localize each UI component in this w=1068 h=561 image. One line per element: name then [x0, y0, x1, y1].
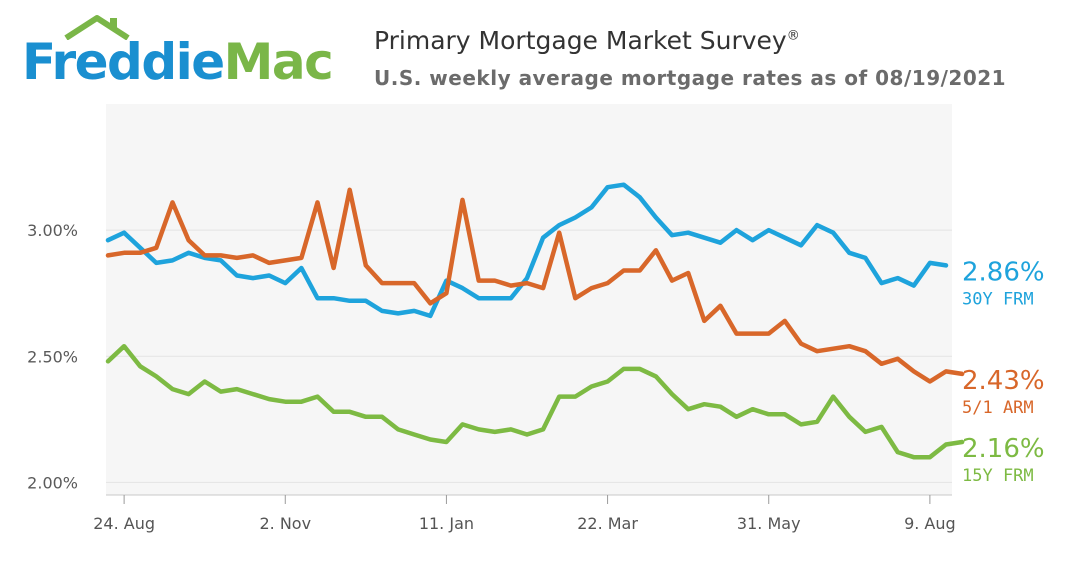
plot-background — [106, 104, 952, 495]
series-line-5-1-arm — [105, 187, 965, 384]
x-tick-label: 2. Nov — [259, 514, 311, 533]
freddie-mac-logo: FreddieMac — [22, 14, 342, 96]
logo-wordmark: FreddieMac — [22, 32, 334, 92]
y-tick-label: 2.50% — [27, 347, 78, 366]
end-value-5-1-arm: 2.43% — [962, 366, 1045, 396]
chart-subtitle: U.S. weekly average mortgage rates as of… — [374, 66, 1007, 90]
x-tick-label: 22. Mar — [577, 514, 638, 533]
x-tick-label: 24. Aug — [93, 514, 155, 533]
y-tick-label: 2.00% — [27, 473, 78, 492]
end-value-30y-frm: 2.86% — [962, 257, 1045, 287]
logo-freddie-text: Freddie — [22, 33, 225, 91]
legend-30y-frm: 30Y FRM — [962, 289, 1034, 309]
chart-title-text: Primary Mortgage Market Survey — [374, 26, 787, 55]
legend-5-1-arm: 5/1 ARM — [962, 398, 1034, 418]
x-tick-label: 9. Aug — [904, 514, 956, 533]
y-tick-label: 3.00% — [27, 221, 78, 240]
registered-mark: ® — [786, 28, 800, 44]
x-tick-label: 11. Jan — [419, 514, 474, 533]
chart-title: Primary Mortgage Market Survey® — [374, 26, 800, 55]
logo-mac-text: Mac — [223, 33, 334, 91]
series-line-15y-frm — [105, 343, 965, 460]
legend-15y-frm: 15Y FRM — [962, 466, 1034, 486]
series-line-30y-frm — [105, 182, 949, 319]
end-value-15y-frm: 2.16% — [962, 434, 1045, 464]
house-roof-icon — [64, 15, 130, 40]
x-tick-label: 31. May — [737, 514, 801, 533]
